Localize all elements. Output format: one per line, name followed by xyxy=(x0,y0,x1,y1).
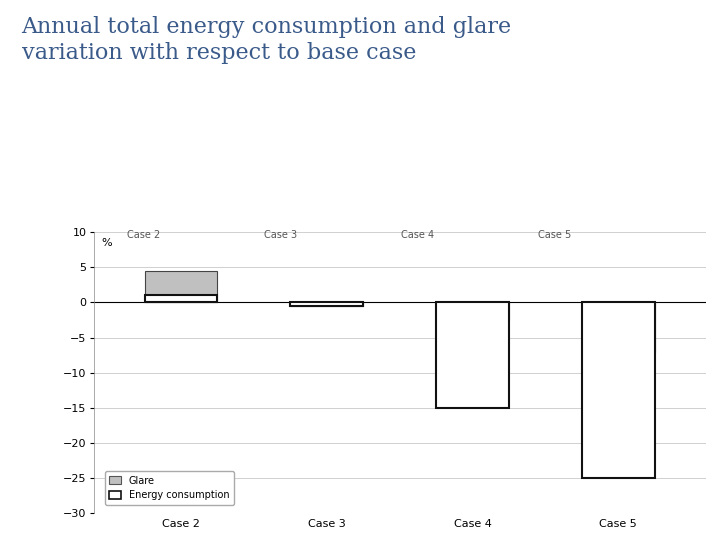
Text: Case 4: Case 4 xyxy=(401,230,434,240)
Text: Case 5: Case 5 xyxy=(538,230,571,240)
Bar xyxy=(145,295,217,302)
Text: Case 3: Case 3 xyxy=(264,230,297,240)
Bar xyxy=(582,302,654,352)
Bar xyxy=(290,302,363,306)
Bar xyxy=(290,302,363,306)
Text: %: % xyxy=(101,238,112,248)
Text: Annual total energy consumption and glare
variation with respect to base case: Annual total energy consumption and glar… xyxy=(22,16,512,64)
Legend: Glare, Energy consumption: Glare, Energy consumption xyxy=(104,471,235,505)
Text: Case 2: Case 2 xyxy=(127,230,161,240)
Bar xyxy=(436,302,509,408)
Bar xyxy=(436,302,509,320)
Bar xyxy=(582,302,654,478)
Bar xyxy=(145,271,217,302)
